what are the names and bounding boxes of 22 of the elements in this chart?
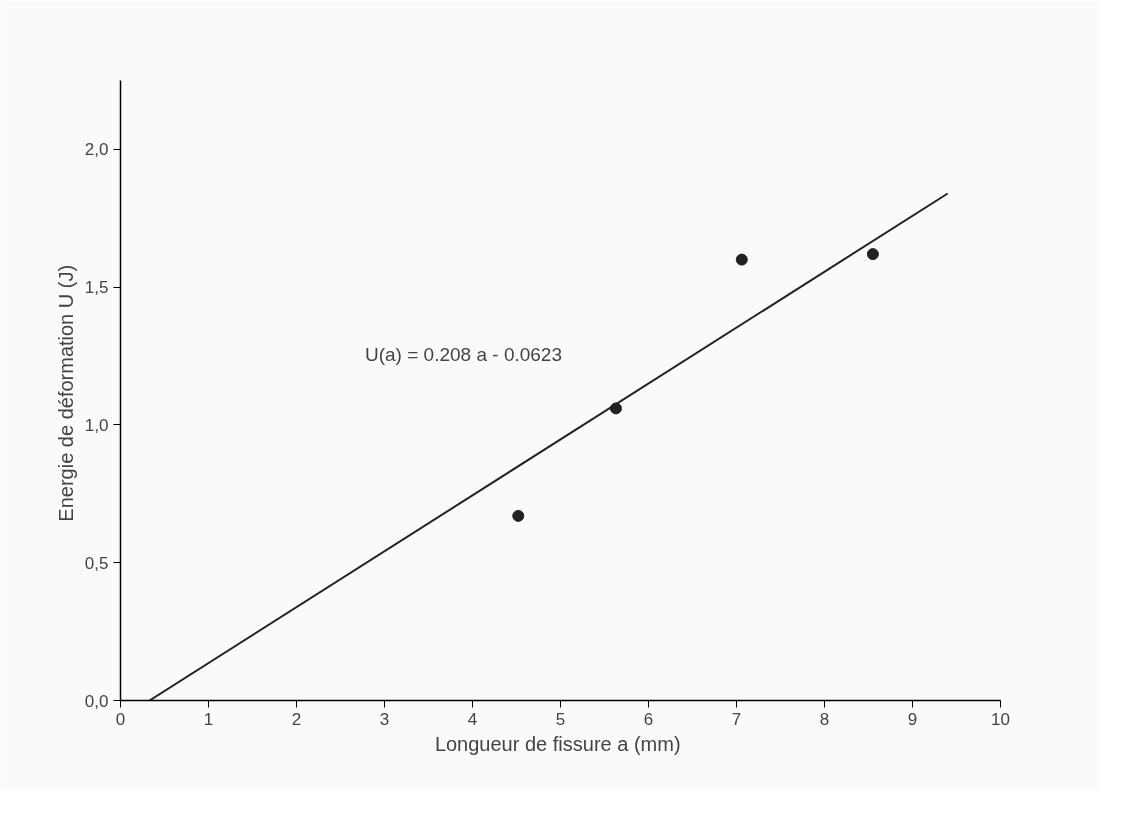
- y-tick-label: 1,0: [84, 415, 109, 435]
- y-tick-label: 0,5: [84, 553, 109, 573]
- y-tick-label: 0,0: [84, 691, 109, 711]
- point: [866, 248, 879, 261]
- x-tick-label: 0: [115, 709, 126, 729]
- x-tick-label: 7: [731, 709, 742, 729]
- point: [735, 253, 748, 266]
- y-tick-label: 2,0: [84, 140, 109, 160]
- x-tick-label: 3: [379, 709, 390, 729]
- x-tick-label: 9: [907, 709, 918, 729]
- x-axis-title: Longueur de fissure a (mm): [434, 732, 681, 755]
- y-axis-title: Energie de déformation U (J): [54, 264, 77, 522]
- x-tick-label: 5: [555, 709, 566, 729]
- x-tick-label: 4: [467, 709, 478, 729]
- x-tick-label: 10: [991, 709, 1010, 729]
- point: [512, 509, 525, 522]
- annotation: U(a) = 0.208 a - 0.0623: [365, 344, 563, 365]
- x-tick-label: 1: [203, 709, 214, 729]
- x-tick-label: 2: [291, 709, 302, 729]
- x-tick-label: 8: [819, 709, 830, 729]
- y-tick-label: 1,5: [84, 278, 109, 298]
- x-tick-label: 6: [643, 709, 654, 729]
